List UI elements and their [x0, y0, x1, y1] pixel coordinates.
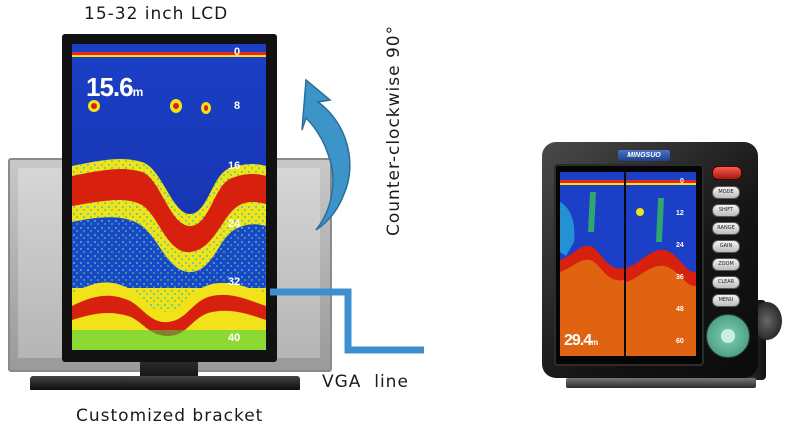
clear-key[interactable]: CLEAR: [712, 276, 740, 289]
right-depth-readout: 29.4m: [564, 332, 598, 350]
right-scale-tick-0: 0: [680, 178, 684, 185]
range-key[interactable]: RANGE: [712, 222, 740, 235]
right-scale-tick-60: 60: [676, 338, 684, 345]
lcd-size-caption: 15-32 inch LCD: [84, 4, 229, 24]
left-scale-tick-16: 16: [228, 160, 241, 172]
left-sonar-display: [72, 44, 266, 350]
bracket-neck: [140, 362, 198, 380]
vga-line-icon: [270, 288, 424, 354]
mode-key[interactable]: MODE: [712, 186, 740, 199]
vga-line-caption: VGA line: [322, 372, 409, 392]
left-depth-readout: 15.6m: [86, 72, 143, 103]
right-scale-tick-24: 24: [676, 242, 684, 249]
right-scale-tick-12: 12: [676, 210, 684, 217]
left-scale-tick-40: 40: [228, 332, 241, 344]
gain-key[interactable]: GAIN: [712, 240, 740, 253]
fish-finder-unit: MINGSUO 29.4m 0 12 24 36 48 60: [542, 142, 758, 378]
bracket-caption: Customized bracket: [76, 406, 264, 426]
left-depth-value: 15.6: [86, 72, 134, 102]
rotation-caption: Counter-clockwise 90°: [384, 24, 404, 236]
shift-key[interactable]: SHIFT: [712, 204, 740, 217]
unit-bracket-base: [566, 378, 756, 388]
right-scale-tick-36: 36: [676, 274, 684, 281]
right-scale-tick-48: 48: [676, 306, 684, 313]
left-scale-tick-32: 32: [228, 276, 241, 288]
left-scale-tick-8: 8: [234, 100, 241, 112]
left-scale-tick-24: 24: [228, 218, 241, 230]
rotation-arrow-icon: [301, 78, 351, 231]
right-sonar-display: [560, 172, 696, 356]
portrait-lcd-monitor: 15.6m 0 8 16 24 32 40: [62, 34, 277, 362]
zoom-key[interactable]: ZOOM: [712, 258, 740, 271]
right-depth-unit: m: [591, 338, 599, 347]
cursor-pad-center[interactable]: [721, 329, 735, 343]
left-scale-tick-0: 0: [234, 46, 241, 58]
left-depth-unit: m: [132, 85, 144, 99]
unit-screen-bezel: 29.4m 0 12 24 36 48 60: [554, 164, 704, 366]
bracket-base: [30, 376, 300, 390]
right-depth-value: 29.4: [564, 332, 592, 349]
cursor-pad[interactable]: [706, 314, 750, 358]
menu-key[interactable]: MENU: [712, 294, 740, 307]
brand-label: MINGSUO: [618, 150, 670, 161]
power-button[interactable]: [712, 166, 742, 180]
